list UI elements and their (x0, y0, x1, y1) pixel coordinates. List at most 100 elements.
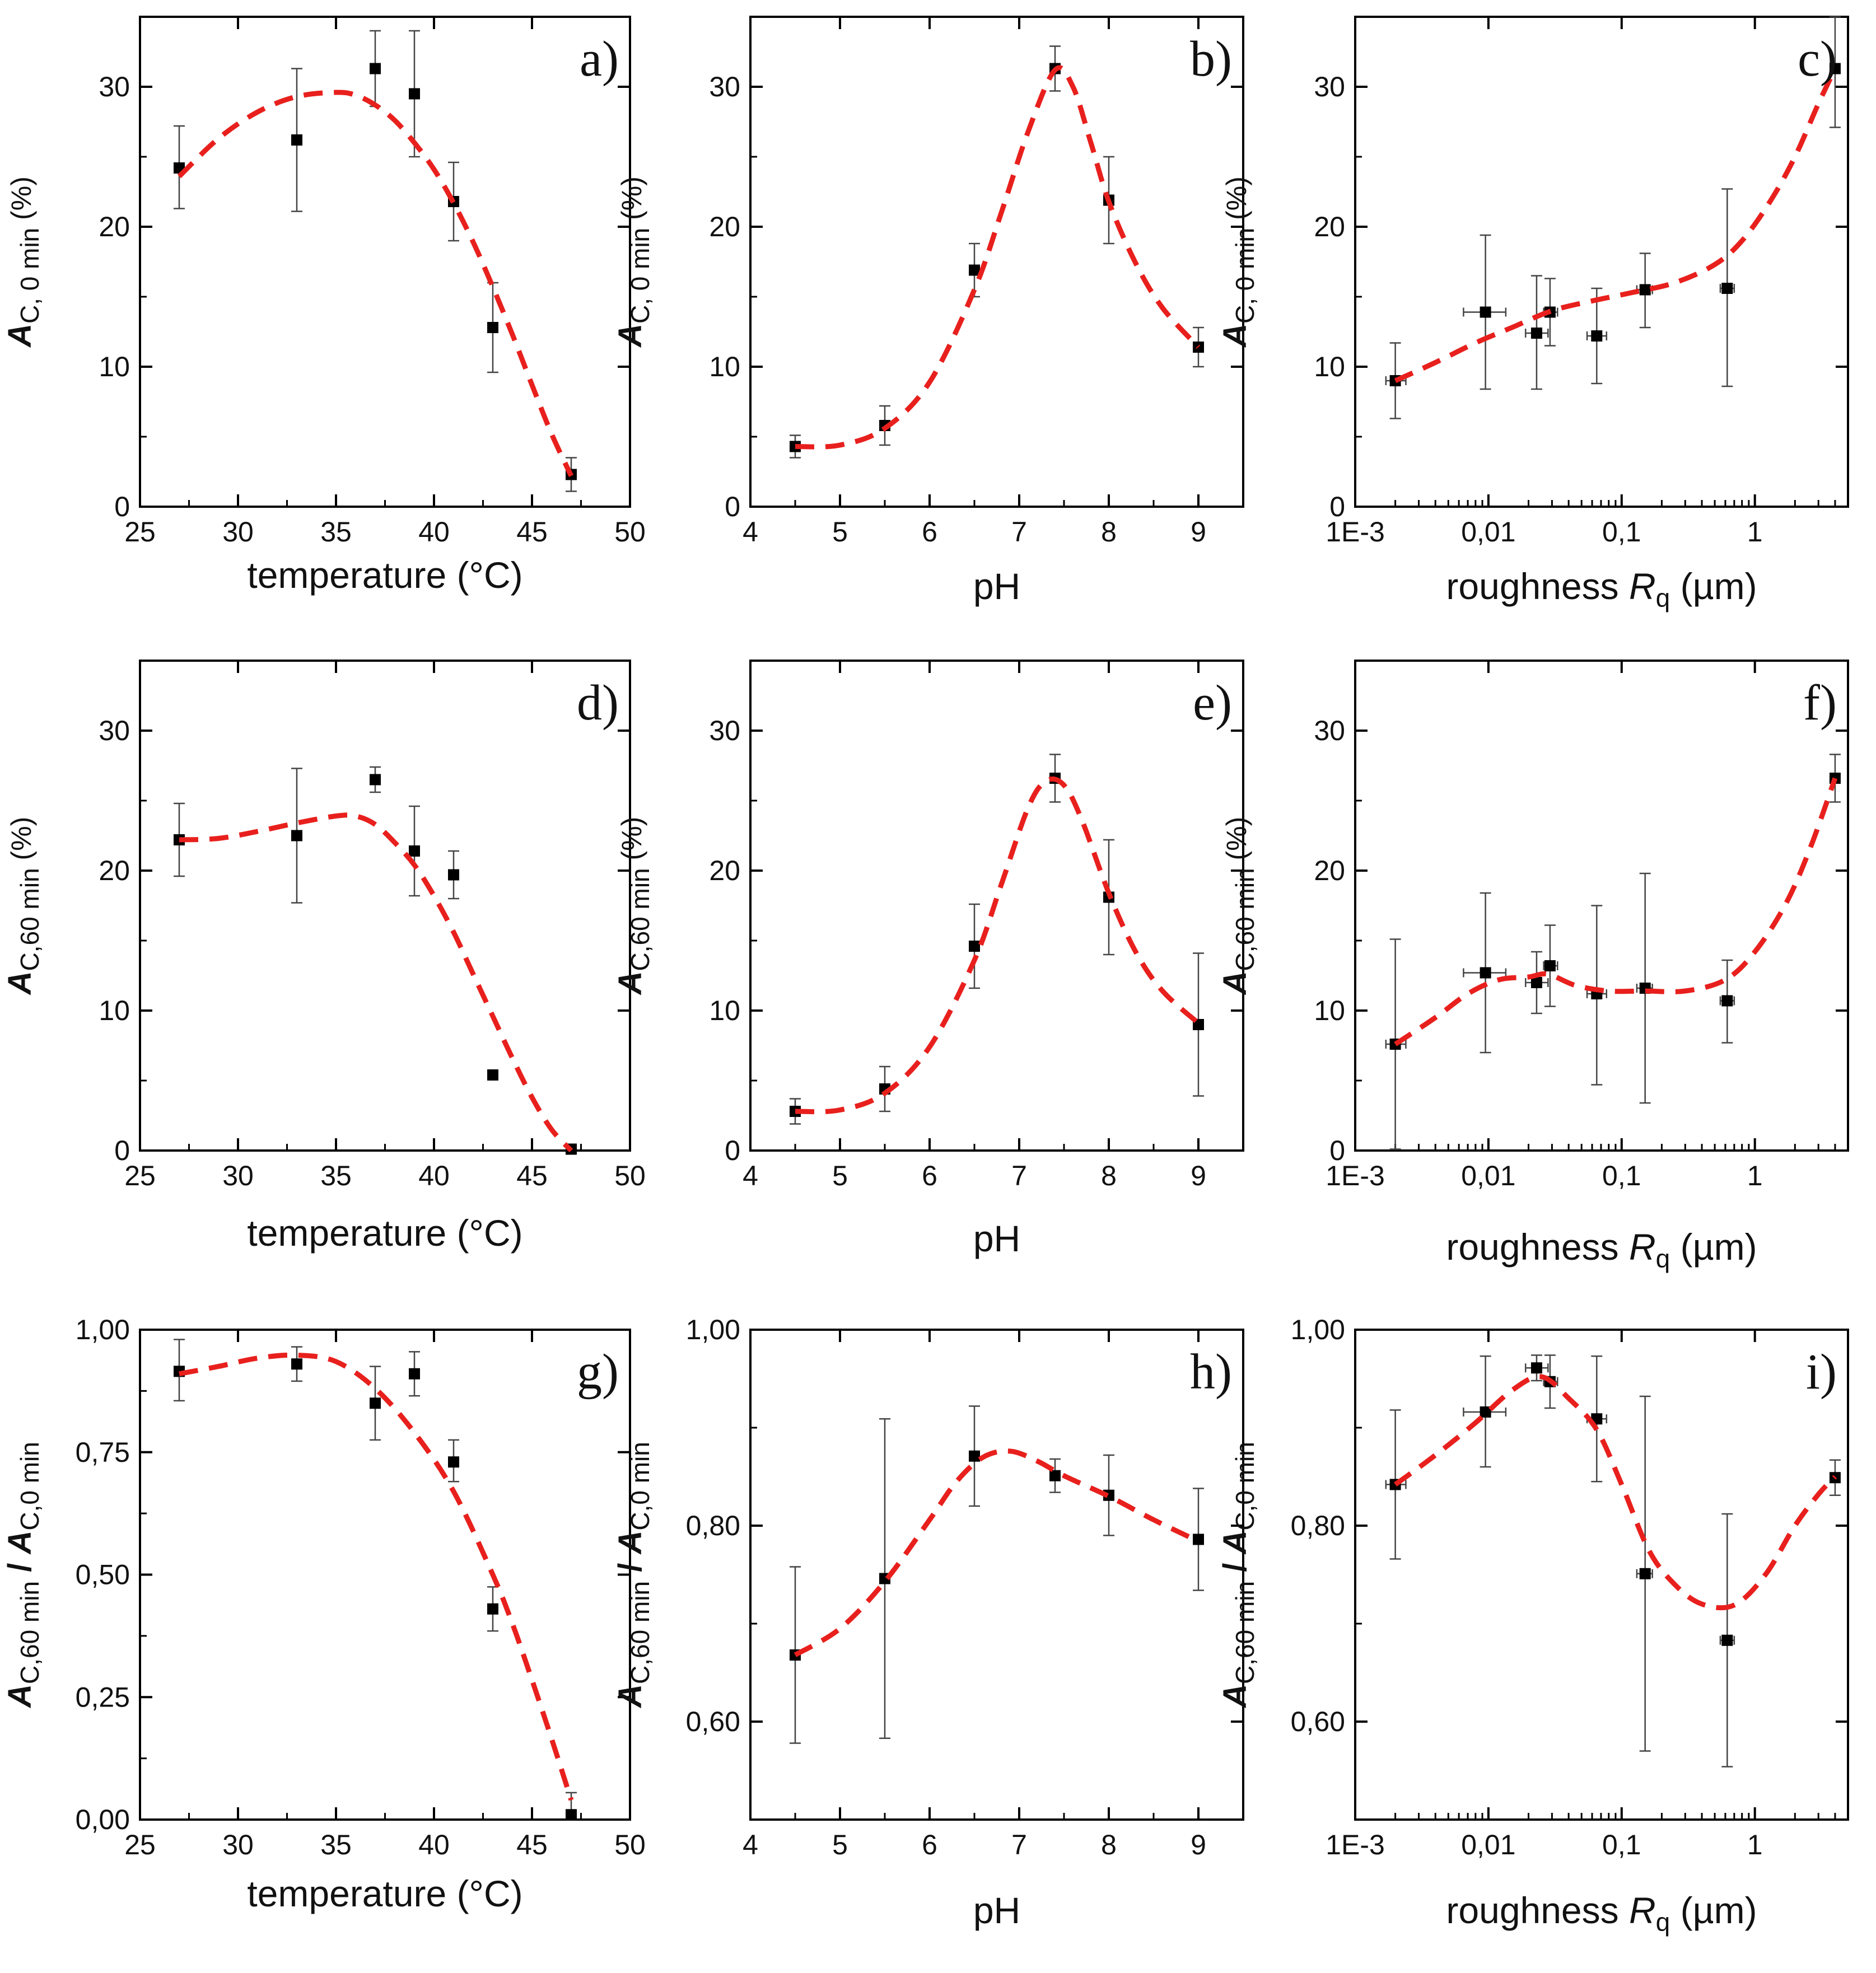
y-tick-label: 20 (709, 855, 740, 886)
square-marker (370, 63, 381, 74)
y-tick-label: 10 (99, 351, 130, 382)
panel-a: 0 10 20 30 25 30 35 40 45 50 a) temperature (°C) AC,… (2, 16, 646, 596)
square-marker (1480, 306, 1491, 318)
square-marker (1591, 330, 1603, 342)
x-tick-label: 8 (1101, 516, 1117, 548)
x-tick-label: 5 (832, 1160, 848, 1191)
y-tick-label: 0,50 (76, 1559, 130, 1591)
x-tick-label: 40 (418, 516, 450, 548)
square-marker (1049, 1470, 1061, 1481)
data-point (409, 30, 420, 158)
y-tick-label: 0 (725, 491, 740, 522)
data-point (1719, 959, 1735, 1044)
x-tick-label: 5 (832, 516, 848, 548)
panel-label: g) (577, 1344, 619, 1400)
plot-frame (139, 16, 631, 508)
x-tick-label: 25 (124, 516, 156, 548)
x-tick-label: 1E-3 (1326, 516, 1385, 548)
data-point (1829, 754, 1841, 803)
panel-label: i) (1806, 1344, 1837, 1400)
square-marker (370, 774, 381, 786)
y-tick-label: 0,25 (76, 1681, 130, 1713)
square-marker (409, 88, 420, 100)
y-tick-label: 0 (114, 491, 130, 522)
fit-curve (795, 776, 1201, 1115)
plot-frame (749, 660, 1244, 1152)
y-tick-label: 20 (99, 211, 130, 242)
data-point (1463, 234, 1507, 390)
y-tick-label: 20 (709, 211, 740, 242)
x-tick-label: 40 (418, 1829, 450, 1860)
x-tick-label: 9 (1191, 1829, 1206, 1860)
y-axis-title: AC,60 min (%) (612, 817, 655, 996)
x-tick-label: 1E-3 (1326, 1160, 1385, 1191)
fit-curve (179, 1352, 574, 1801)
y-axis-title: AC,60 min (%) (2, 817, 44, 996)
square-marker (1639, 1568, 1651, 1579)
x-tick-label: 7 (1011, 1829, 1027, 1860)
x-axis-title: roughness Rq (µm) (1446, 1226, 1757, 1273)
x-axis-title: pH (973, 1218, 1020, 1259)
data-point (409, 805, 420, 897)
square-marker (1530, 977, 1542, 988)
square-marker (1544, 960, 1556, 971)
x-tick-label: 45 (516, 516, 548, 548)
y-tick-label: 1,00 (1291, 1314, 1345, 1345)
data-point (1524, 1354, 1549, 1382)
data-point (448, 1439, 459, 1483)
square-marker (566, 1809, 577, 1821)
y-tick-label: 30 (709, 715, 740, 746)
x-tick-label: 5 (832, 1829, 848, 1860)
y-tick-label: 10 (1314, 995, 1345, 1026)
x-tick-label: 25 (124, 1829, 156, 1860)
panel-label: h) (1190, 1344, 1232, 1400)
x-tick-label: 9 (1191, 1160, 1206, 1191)
panel-g: 0,00 0,25 0,50 0,75 1,00 25 30 35 40 45 50 g) temper… (2, 1314, 646, 1914)
data-point (370, 30, 381, 107)
x-tick-label: 50 (614, 1160, 646, 1191)
x-tick-label: 50 (614, 1829, 646, 1860)
y-tick-label: 10 (1314, 351, 1345, 382)
square-marker (448, 869, 459, 881)
fit-curve (179, 812, 573, 1153)
square-marker (969, 264, 980, 276)
data-point (174, 125, 185, 209)
panel-e: 0 10 20 30 4 5 6 7 8 9 e) pH AC,60 min (%) (612, 660, 1244, 1259)
x-tick-label: 40 (418, 1160, 450, 1191)
data-point (370, 766, 381, 793)
square-marker (1721, 283, 1733, 294)
fit-curve (177, 90, 574, 477)
y-tick-label: 30 (709, 71, 740, 102)
y-tick-label: 0,00 (76, 1804, 130, 1835)
data-point (1636, 253, 1653, 329)
panel-h: 0,60 0,80 1,00 4 5 6 7 8 9 h) pH AC,60 min / AC,0 m… (612, 1314, 1244, 1931)
fit-curve (794, 1448, 1200, 1657)
square-marker (1193, 1019, 1204, 1030)
x-tick-label: 45 (516, 1829, 548, 1860)
square-marker (1530, 1362, 1542, 1374)
x-tick-label: 7 (1011, 1160, 1027, 1191)
square-marker (1721, 995, 1733, 1007)
x-axis-title: pH (973, 1890, 1020, 1931)
square-marker (1639, 284, 1651, 296)
square-marker (1530, 328, 1542, 339)
fit-curve (795, 65, 1201, 450)
x-tick-label: 6 (922, 1160, 937, 1191)
x-tick-label: 1 (1747, 1829, 1763, 1860)
panel-f: 0 10 20 30 1E-3 0,01 0,1 1 f) roughness Rq (µm) AC… (1217, 660, 1849, 1273)
y-tick-label: 30 (1314, 71, 1345, 102)
square-marker (969, 1450, 980, 1462)
fit-curve (1393, 1374, 1837, 1611)
panel-i: 0,60 0,80 1,00 1E-3 0,01 0,1 1 i) roughness Rq (… (1217, 1314, 1849, 1937)
y-tick-label: 0,80 (1291, 1510, 1345, 1541)
data-point (1829, 16, 1841, 128)
x-tick-label: 7 (1011, 516, 1027, 548)
data-point (174, 1339, 185, 1402)
y-axis-title: AC,60 min / AC,0 min (612, 1442, 655, 1709)
x-tick-label: 35 (320, 1829, 352, 1860)
x-tick-label: 6 (922, 1829, 937, 1860)
data-point (487, 1069, 498, 1081)
data-point (448, 850, 459, 900)
y-tick-label: 0 (725, 1135, 740, 1166)
x-tick-label: 4 (743, 1160, 758, 1191)
